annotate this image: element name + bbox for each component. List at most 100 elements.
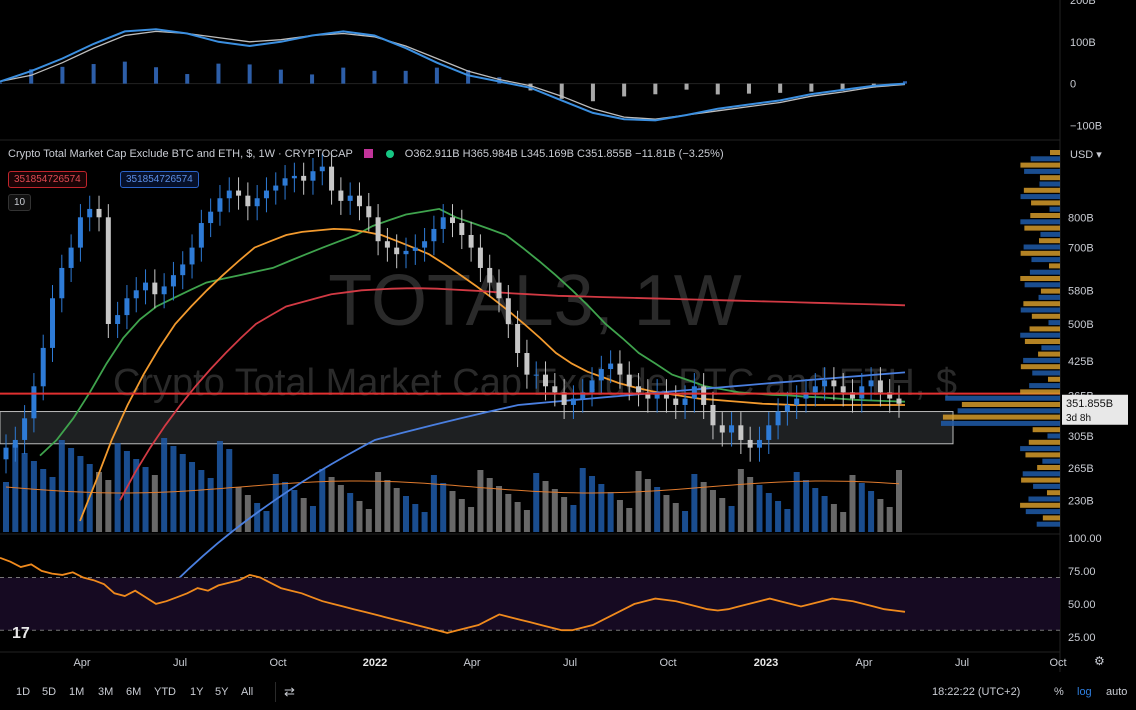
- time-x-tick: Apr: [73, 657, 90, 669]
- timeframe-ytd[interactable]: YTD: [154, 686, 176, 698]
- volume-bar: [747, 477, 754, 532]
- candle-body: [245, 195, 251, 207]
- volume-bar: [644, 479, 651, 532]
- candle-body: [124, 298, 130, 316]
- volume-profile-bar: [1024, 339, 1060, 344]
- volume-bar: [737, 469, 744, 532]
- candle-body: [822, 380, 828, 387]
- candle-body: [273, 185, 279, 191]
- candle-body: [673, 398, 679, 405]
- candle-body: [701, 386, 707, 405]
- timeframe-5y[interactable]: 5Y: [215, 686, 229, 698]
- macd-histogram-bar: [122, 61, 127, 84]
- candle-body: [784, 404, 790, 412]
- timeframe-5d[interactable]: 5D: [42, 686, 57, 698]
- chart-title: Crypto Total Market Cap Exclude BTC and …: [8, 148, 353, 160]
- price-y-tick: 230B: [1068, 495, 1094, 507]
- candle-body: [115, 315, 121, 324]
- time-x-tick: 2023: [754, 657, 778, 669]
- percent-toggle[interactable]: %: [1054, 686, 1064, 698]
- candle-body: [77, 217, 83, 248]
- candle-body: [105, 217, 111, 324]
- price-y-tick: 800B: [1068, 212, 1094, 224]
- volume-profile-bar: [1020, 250, 1060, 256]
- volume-profile-bar: [1032, 370, 1060, 376]
- candle-body: [189, 247, 195, 265]
- timeframe-1m[interactable]: 1M: [69, 686, 85, 698]
- volume-profile-bar: [1031, 313, 1060, 319]
- candle-body: [812, 386, 818, 393]
- log-toggle[interactable]: log: [1077, 686, 1092, 698]
- macd-histogram-bar: [341, 67, 346, 84]
- volume-profile-bar: [1046, 490, 1060, 496]
- volume-profile-bar: [1023, 357, 1060, 363]
- volume-profile-bar: [1020, 307, 1060, 313]
- macd-histogram-bar: [559, 83, 564, 99]
- macd-histogram-bar: [746, 83, 751, 94]
- candle-body: [87, 208, 93, 218]
- volume-bar: [291, 490, 298, 532]
- candle-body: [719, 425, 725, 433]
- volume-profile-bar: [1025, 452, 1060, 458]
- candle-body: [626, 374, 632, 387]
- volume-bar: [784, 509, 791, 532]
- indicator-value-blue[interactable]: 351854726574: [120, 171, 199, 188]
- candle-body: [3, 447, 9, 460]
- macd-histogram-bar: [310, 74, 315, 84]
- volume-bar: [551, 489, 558, 532]
- macd-histogram-bar: [91, 64, 96, 84]
- volume-bar: [775, 501, 782, 532]
- bottom-toolbar: 1D 5D 1M 3M 6M YTD 1Y 5Y All ⇄ 18:22:22 …: [0, 674, 1136, 710]
- volume-bar: [412, 504, 419, 532]
- volume-profile-bar: [1021, 477, 1060, 483]
- currency-selector[interactable]: USD ▾: [1070, 148, 1102, 161]
- auto-toggle[interactable]: auto: [1106, 686, 1128, 698]
- timeframe-3m[interactable]: 3M: [98, 686, 114, 698]
- time-x-tick: Oct: [1049, 657, 1066, 669]
- price-y-tick: 500B: [1068, 319, 1094, 331]
- volume-profile-bar: [957, 408, 1060, 414]
- volume-bar: [254, 503, 261, 532]
- volume-profile-bar: [1029, 326, 1060, 332]
- volume-bar: [458, 499, 465, 532]
- volume-profile-bar: [1041, 345, 1060, 351]
- candle-body: [775, 411, 781, 426]
- time-x-tick: Jul: [955, 657, 969, 669]
- volume-profile-bar: [961, 402, 1060, 407]
- candle-body: [524, 353, 530, 375]
- volume-bar: [542, 481, 549, 532]
- volume-profile-bar: [1042, 515, 1060, 521]
- volume-bar: [477, 470, 484, 532]
- volume-bar: [514, 502, 521, 532]
- indicator-length[interactable]: 10: [8, 194, 32, 211]
- price-y-tick: 425B: [1068, 356, 1094, 368]
- volume-bar: [579, 468, 586, 532]
- volume-profile-bar: [1025, 509, 1060, 515]
- candle-body: [477, 247, 483, 268]
- candle-body: [338, 190, 344, 201]
- candle-body: [319, 166, 325, 172]
- date-range-icon[interactable]: ⇄: [284, 684, 295, 699]
- volume-profile-bar: [1039, 238, 1060, 244]
- volume-bar: [402, 496, 409, 532]
- sma100-line: [119, 287, 906, 501]
- volume-bar: [812, 488, 819, 532]
- volume-bar: [30, 461, 37, 532]
- indicator-value-red[interactable]: 351854726574: [8, 171, 87, 188]
- time-x-tick: Oct: [269, 657, 286, 669]
- settings-gear-icon[interactable]: ⚙: [1094, 654, 1105, 668]
- timeframe-1y[interactable]: 1Y: [190, 686, 204, 698]
- candle-body: [440, 217, 446, 229]
- timeframe-all[interactable]: All: [241, 686, 254, 698]
- candle-body: [887, 392, 893, 399]
- timeframe-1d[interactable]: 1D: [16, 686, 31, 698]
- clock: 18:22:22 (UTC+2): [932, 686, 1021, 698]
- time-x-tick: 2022: [363, 657, 387, 669]
- candle-body: [143, 282, 149, 291]
- candle-body: [877, 380, 883, 393]
- volume-bar: [40, 469, 47, 532]
- candle-body: [496, 282, 502, 299]
- volume-bar: [189, 462, 196, 532]
- timeframe-6m[interactable]: 6M: [126, 686, 142, 698]
